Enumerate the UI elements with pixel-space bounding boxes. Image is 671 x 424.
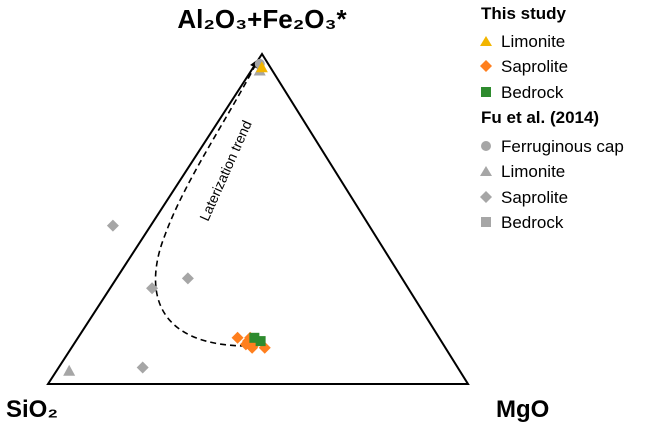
- point-this-study-bedrock-0: [249, 332, 260, 343]
- legend-item-this-study-limonite: Limonite: [480, 32, 565, 51]
- point-this-study-saprolite-4: [231, 331, 244, 344]
- diamond-marker-icon: [480, 60, 492, 72]
- legend-label: Saprolite: [501, 188, 568, 207]
- point-fu-et-al-2014-saprolite-0: [106, 219, 119, 232]
- point-this-study-limonite-0: [255, 61, 268, 73]
- legend-item-fu-ferruginous-cap: Ferruginous cap: [481, 137, 624, 156]
- circle-marker-icon: [481, 141, 491, 151]
- legend-label: Bedrock: [501, 83, 564, 102]
- legend-label: Bedrock: [501, 213, 564, 232]
- square-marker-icon: [481, 217, 491, 227]
- legend-label: Limonite: [501, 32, 565, 51]
- point-fu-et-al-2014-limonite-1: [63, 364, 76, 376]
- point-this-study-saprolite-6: [246, 341, 259, 354]
- legend-item-this-study-bedrock: Bedrock: [481, 83, 564, 102]
- legend-label: Saprolite: [501, 57, 568, 76]
- legend-item-fu-limonite: Limonite: [480, 162, 565, 181]
- point-fu-et-al-2014-saprolite-2: [181, 272, 194, 285]
- legend-item-fu-bedrock: Bedrock: [481, 213, 564, 232]
- ternary-frame: [46, 52, 470, 385]
- legend: This study Limonite Saprolite Bedrock Fu…: [480, 4, 624, 232]
- point-fu-et-al-2014-saprolite-3: [136, 361, 149, 374]
- data-points: [63, 58, 271, 376]
- legend-label: Limonite: [501, 162, 565, 181]
- vertex-label-top: Al₂O₃+Fe₂O₃*: [177, 4, 347, 34]
- vertex-label-left: SiO₂: [6, 396, 58, 423]
- legend-item-this-study-saprolite: Saprolite: [480, 57, 568, 76]
- legend-heading-this-study: This study: [481, 4, 567, 23]
- trend-annotation: Laterization trend: [196, 118, 255, 223]
- vertex-label-right: MgO: [496, 396, 549, 423]
- triangle-marker-icon: [480, 166, 492, 176]
- legend-item-fu-saprolite: Saprolite: [480, 188, 568, 207]
- laterization-trend-arrow: [154, 58, 259, 347]
- point-fu-et-al-2014-saprolite-1: [146, 282, 159, 295]
- square-marker-icon: [481, 87, 491, 97]
- point-this-study-bedrock-1: [255, 336, 266, 347]
- legend-label: Ferruginous cap: [501, 137, 624, 156]
- triangle-marker-icon: [480, 36, 492, 46]
- legend-heading-fu-et-al: Fu et al. (2014): [481, 108, 599, 127]
- diamond-marker-icon: [480, 191, 492, 203]
